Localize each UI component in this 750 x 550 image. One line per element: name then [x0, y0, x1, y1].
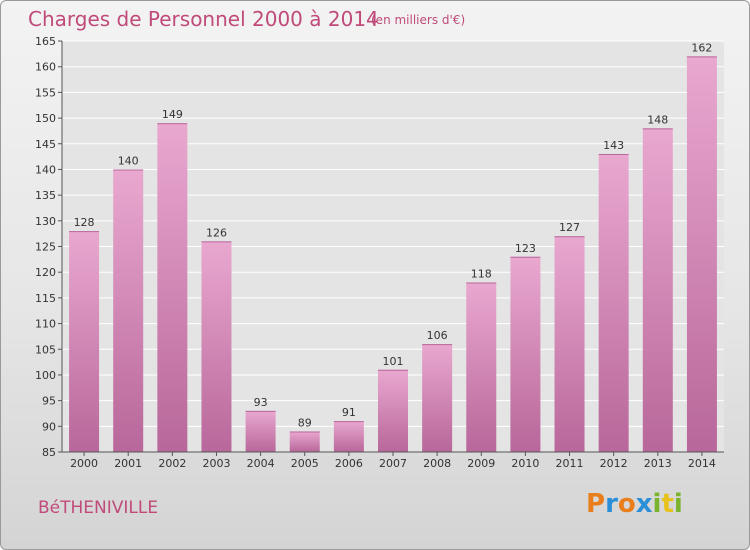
- y-tick-label: 165: [35, 35, 56, 48]
- x-tick-label: 2007: [379, 457, 407, 470]
- y-tick-label: 115: [35, 292, 56, 305]
- y-tick-label: 100: [35, 369, 56, 382]
- bar: [554, 236, 585, 452]
- value-label: 162: [691, 41, 712, 54]
- x-tick-label: 2014: [688, 457, 716, 470]
- commune-name: BéTHENIVILLE: [38, 498, 159, 518]
- x-tick-label: 2000: [70, 457, 98, 470]
- y-tick-label: 130: [35, 215, 56, 228]
- chart-subtitle: (en milliers d'€): [371, 13, 466, 27]
- value-label: 140: [118, 154, 139, 167]
- bar: [510, 256, 541, 452]
- logo-letter: P: [586, 489, 606, 519]
- bar: [333, 421, 364, 452]
- logo-letter: i: [673, 489, 683, 519]
- value-label: 89: [298, 416, 312, 429]
- bar: [422, 344, 453, 452]
- bar: [69, 231, 100, 452]
- bar: [598, 154, 629, 452]
- value-label: 126: [206, 226, 227, 239]
- logo-letter: o: [617, 489, 636, 519]
- x-tick-label: 2011: [556, 457, 584, 470]
- y-tick-label: 140: [35, 163, 56, 176]
- y-tick-label: 150: [35, 112, 56, 125]
- value-label: 106: [427, 329, 448, 342]
- chart-title: Charges de Personnel 2000 à 2014: [28, 7, 379, 31]
- value-label: 127: [559, 221, 580, 234]
- value-label: 101: [383, 355, 404, 368]
- x-tick-label: 2012: [600, 457, 628, 470]
- value-label: 93: [254, 396, 268, 409]
- bar: [245, 410, 276, 452]
- value-label: 143: [603, 139, 624, 152]
- logo-letter: t: [661, 489, 674, 519]
- y-tick-label: 85: [42, 446, 56, 459]
- value-label: 148: [647, 113, 668, 126]
- y-tick-label: 155: [35, 86, 56, 99]
- x-tick-label: 2009: [467, 457, 495, 470]
- y-axis: 85 90 95 100 105 110 115 120 125 130 135 140 145 150 1…: [35, 35, 62, 459]
- bar: [113, 169, 144, 452]
- value-label: 118: [471, 267, 492, 280]
- proxiti-logo[interactable]: Proxiti: [586, 489, 683, 519]
- bars: [69, 56, 717, 452]
- value-label: 128: [74, 216, 95, 229]
- value-label: 123: [515, 242, 536, 255]
- x-tick-label: 2010: [511, 457, 539, 470]
- x-tick-label: 2008: [423, 457, 451, 470]
- bar: [289, 431, 320, 452]
- x-tick-label: 2013: [644, 457, 672, 470]
- logo-letter: i: [652, 489, 662, 519]
- y-tick-label: 90: [42, 420, 56, 433]
- x-tick-label: 2005: [291, 457, 319, 470]
- x-tick-label: 2002: [158, 457, 186, 470]
- y-tick-label: 135: [35, 189, 56, 202]
- x-tick-label: 2004: [247, 457, 275, 470]
- value-labels: 128 140 149 126 93 89 91 101 106 118 123 127 143 148 1…: [74, 41, 713, 429]
- y-tick-label: 95: [42, 395, 56, 408]
- bar: [378, 369, 408, 452]
- y-tick-label: 145: [35, 138, 56, 151]
- bar: [642, 128, 673, 452]
- bar: [201, 241, 232, 452]
- x-tick-label: 2006: [335, 457, 363, 470]
- value-label: 91: [342, 406, 356, 419]
- y-tick-label: 160: [35, 61, 56, 74]
- x-tick-label: 2001: [114, 457, 142, 470]
- x-tick-label: 2003: [202, 457, 230, 470]
- bar: [686, 56, 717, 452]
- y-tick-label: 120: [35, 266, 56, 279]
- y-tick-label: 110: [35, 318, 56, 331]
- x-axis: 2000 2001 2002 2003 2004 2005 2006 2007 2008 2009…: [70, 452, 716, 470]
- y-tick-label: 105: [35, 343, 56, 356]
- bar: [466, 282, 497, 452]
- logo-letter: r: [605, 489, 618, 519]
- bar: [157, 123, 188, 452]
- value-label: 149: [162, 108, 183, 121]
- logo-letter: x: [635, 489, 653, 519]
- y-tick-label: 125: [35, 241, 56, 254]
